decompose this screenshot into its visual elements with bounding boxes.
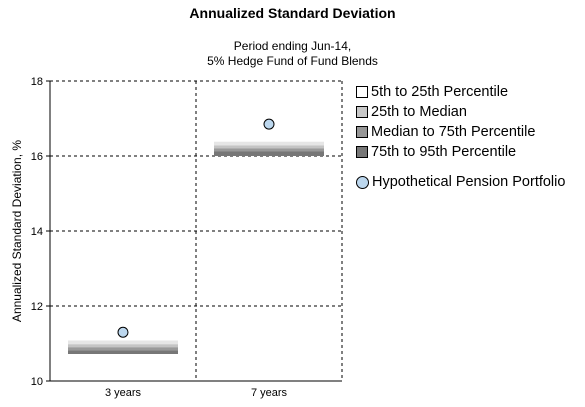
y-tick-label-0: 10 <box>31 376 43 388</box>
chart-subtitle-line-2: 5% Hedge Fund of Fund Blends <box>207 54 378 68</box>
band-2-0 <box>68 347 178 351</box>
legend-marker-pension-portfolio <box>356 175 369 189</box>
y-tick-label-1: 12 <box>31 301 43 313</box>
band-3-1 <box>214 151 324 156</box>
chart-title: Annualized Standard Deviation <box>189 5 396 21</box>
legend-item-median-75th: Median to 75th Percentile <box>356 122 565 142</box>
band-0-0 <box>68 340 178 345</box>
point-0-0 <box>117 326 129 338</box>
y-tick-label-4: 18 <box>31 76 43 88</box>
legend-label-5th-25th: 5th to 25th Percentile <box>371 84 509 100</box>
x-tick-label-0: 3 years <box>105 387 142 399</box>
legend-label-75th-95th: 75th to 95th Percentile <box>371 144 517 160</box>
legend-item-pension-portfolio: Hypothetical Pension Portfolio <box>356 172 565 192</box>
y-tick-label-3: 16 <box>31 151 43 163</box>
y-tick-label-2: 14 <box>31 226 43 238</box>
band-1-0 <box>68 344 178 348</box>
chart-legend: 5th to 25th Percentile 25th to Median Me… <box>356 82 565 192</box>
band-2-1 <box>214 148 324 152</box>
y-axis-label: Annualized Standard Deviation, % <box>10 140 24 322</box>
legend-swatch-75th-95th <box>356 146 368 158</box>
legend-item-25th-median: 25th to Median <box>356 102 565 122</box>
point-0-1 <box>263 118 275 130</box>
legend-label-pension-portfolio: Hypothetical Pension Portfolio <box>372 174 566 190</box>
legend-swatch-25th-median <box>356 106 368 118</box>
legend-swatch-median-75th <box>356 126 368 138</box>
band-0-1 <box>214 141 324 146</box>
chart-subtitle-line-1: Period ending Jun-14, <box>233 39 352 53</box>
legend-label-median-75th: Median to 75th Percentile <box>371 124 536 140</box>
x-tick-label-1: 7 years <box>251 387 288 399</box>
legend-item-75th-95th: 75th to 95th Percentile <box>356 142 565 162</box>
legend-label-25th-median: 25th to Median <box>371 104 467 120</box>
band-3-0 <box>68 350 178 354</box>
legend-item-5th-25th: 5th to 25th Percentile <box>356 82 565 102</box>
legend-swatch-5th-25th <box>356 86 368 98</box>
band-1-1 <box>214 145 324 149</box>
